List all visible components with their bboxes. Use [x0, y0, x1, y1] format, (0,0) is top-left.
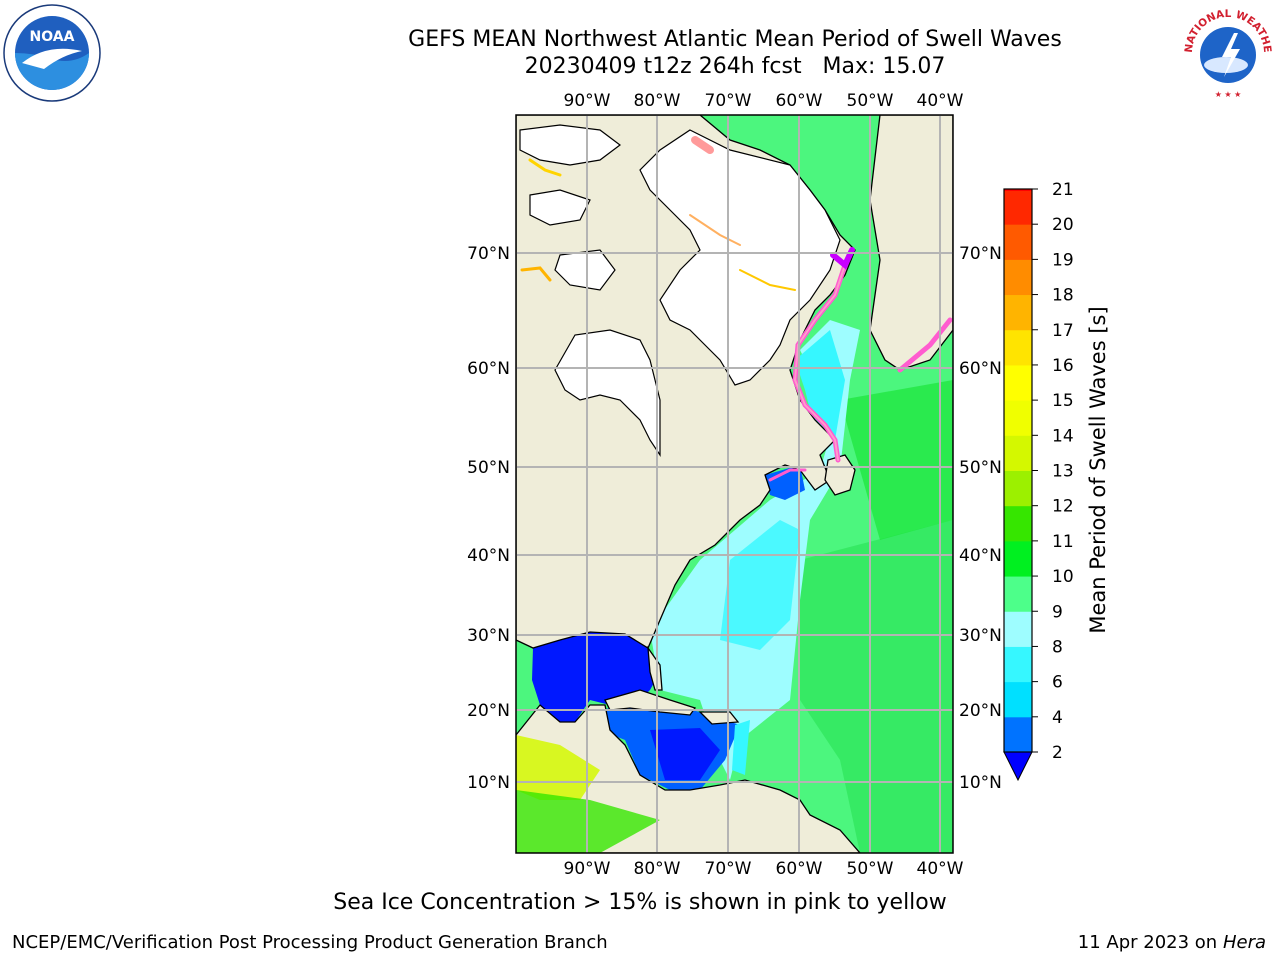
lat-label: 30°N	[959, 626, 1002, 646]
lon-label: 80°W	[634, 859, 681, 879]
colorbar-tick-label: 21	[1052, 180, 1074, 200]
nws-logo: NATIONAL WEATHER SERVICE ★ ★ ★	[1178, 3, 1276, 101]
lat-label: 40°N	[959, 546, 1002, 566]
colorbar-segment	[1004, 470, 1032, 507]
lon-label: 50°W	[847, 859, 894, 879]
lat-label: 20°N	[467, 701, 510, 721]
sea-ice-edge	[520, 136, 953, 482]
colorbar-segment	[1004, 576, 1032, 612]
colorbar-tick-label: 15	[1052, 391, 1074, 411]
colorbar-tick-label: 9	[1052, 602, 1063, 622]
colorbar-segment	[1004, 716, 1032, 753]
lon-label: 60°W	[776, 859, 823, 879]
lon-label: 70°W	[705, 91, 752, 111]
noaa-logo: NOAA	[3, 4, 101, 102]
colorbar-segment	[1004, 189, 1032, 225]
lon-label: 70°W	[705, 859, 752, 879]
colorbar-tick-label: 20	[1052, 215, 1074, 235]
colorbar-tick-label: 17	[1052, 321, 1074, 341]
colorbar-tick-label: 13	[1052, 462, 1074, 482]
colorbar-tick-label: 12	[1052, 497, 1074, 517]
lon-labels-bottom: 90°W 80°W 70°W 60°W 50°W 40°W	[564, 859, 964, 879]
map-title: GEFS MEAN Northwest Atlantic Mean Period…	[408, 27, 1062, 52]
footer-credit: NCEP/EMC/Verification Post Processing Pr…	[12, 932, 608, 953]
lat-label: 50°N	[959, 458, 1002, 478]
colorbar-tick-label: 4	[1052, 708, 1063, 728]
colorbar-segment	[1004, 364, 1032, 401]
colorbar: 2 4 6 8 9 10 11 12 13 14 15 16 17 18 19 20 21	[1003, 180, 1074, 782]
lat-labels-right: 70°N 60°N 50°N 40°N 30°N 20°N 10°N	[959, 244, 1002, 793]
lat-label: 50°N	[467, 458, 510, 478]
lat-label: 70°N	[467, 244, 510, 264]
colorbar-segment	[1004, 224, 1032, 260]
ice-region	[519, 124, 841, 457]
colorbar-tick-label: 14	[1052, 426, 1074, 446]
lon-label: 40°W	[917, 91, 964, 111]
map-plot-area	[516, 115, 953, 853]
colorbar-segment	[1004, 505, 1032, 542]
footer-date: 11 Apr 2023 on Hera	[1078, 932, 1266, 953]
lat-labels-left: 70°N 60°N 50°N 40°N 30°N 20°N 10°N	[467, 244, 510, 793]
lat-label: 40°N	[467, 546, 510, 566]
colorbar-segment	[1004, 435, 1032, 471]
colorbar-segment	[1004, 681, 1032, 718]
colorbar-tick-label: 2	[1052, 743, 1063, 763]
footer-date-text: 11 Apr 2023 on	[1077, 932, 1218, 953]
colorbar-tick-label: 6	[1052, 673, 1063, 693]
footer-host: Hera	[1222, 932, 1266, 953]
colorbar-segment	[1004, 259, 1032, 296]
lon-label: 50°W	[847, 91, 894, 111]
colorbar-label: Mean Period of Swell Waves [s]	[1086, 306, 1110, 633]
lat-label: 60°N	[959, 359, 1002, 379]
lat-label: 20°N	[959, 701, 1002, 721]
noaa-logo-text: NOAA	[30, 29, 75, 45]
colorbar-extend-arrow	[1003, 751, 1033, 782]
colorbar-tick-label: 16	[1052, 356, 1074, 376]
lat-label: 10°N	[959, 773, 1002, 793]
map-subtitle: 20230409 t12z 264h fcst Max: 15.07	[524, 54, 946, 79]
colorbar-tick-label: 19	[1052, 250, 1074, 270]
colorbar-segment	[1004, 646, 1032, 683]
colorbar-segment	[1004, 540, 1032, 577]
lon-labels-top: 90°W 80°W 70°W 60°W 50°W 40°W	[564, 91, 964, 111]
lon-label: 90°W	[564, 91, 611, 111]
colorbar-tick-label: 10	[1052, 567, 1074, 587]
colorbar-tick-label: 11	[1052, 532, 1074, 552]
colorbar-segment	[1004, 611, 1032, 647]
map-frame	[515, 114, 954, 854]
lat-label: 60°N	[467, 359, 510, 379]
graticule	[516, 115, 953, 853]
lon-label: 90°W	[564, 859, 611, 879]
lon-label: 40°W	[917, 859, 964, 879]
sea-ice-note: Sea Ice Concentration > 15% is shown in …	[333, 890, 947, 915]
lat-label: 10°N	[467, 773, 510, 793]
lon-label: 60°W	[776, 91, 823, 111]
colorbar-tick-label: 8	[1052, 637, 1063, 657]
lat-label: 30°N	[467, 626, 510, 646]
svg-text:★ ★ ★: ★ ★ ★	[1215, 90, 1242, 99]
lon-label: 80°W	[634, 91, 681, 111]
colorbar-segment	[1004, 294, 1032, 331]
colorbar-segment	[1004, 329, 1032, 366]
colorbar-tick-label: 18	[1052, 286, 1074, 306]
lat-label: 70°N	[959, 244, 1002, 264]
colorbar-segment	[1004, 400, 1032, 436]
